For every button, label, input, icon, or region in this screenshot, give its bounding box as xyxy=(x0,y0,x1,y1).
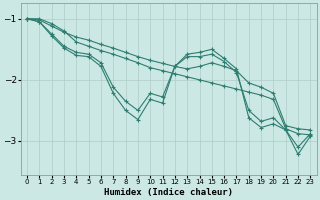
X-axis label: Humidex (Indice chaleur): Humidex (Indice chaleur) xyxy=(104,188,233,197)
